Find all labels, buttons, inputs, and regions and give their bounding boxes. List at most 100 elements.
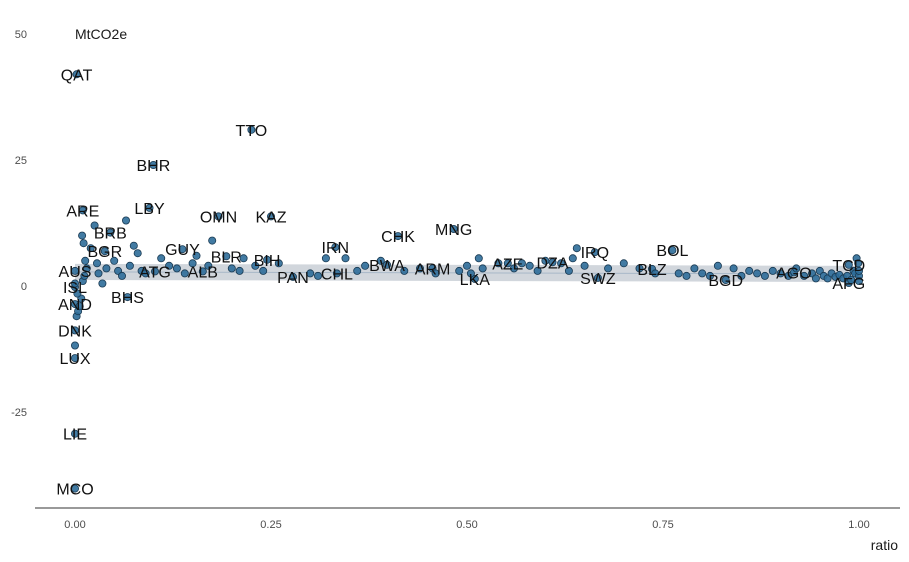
x-tick-label: 1.00 xyxy=(848,519,869,531)
data-point xyxy=(619,259,628,268)
data-point xyxy=(145,203,154,212)
data-point xyxy=(470,274,479,283)
points-layer xyxy=(71,70,864,493)
point-label: ALB xyxy=(188,264,218,281)
point-label: AUS xyxy=(59,264,92,281)
point-label: SWZ xyxy=(580,271,616,288)
x-tick-label: 0.50 xyxy=(456,519,477,531)
point-label: BGD xyxy=(708,273,743,290)
point-label: BWA xyxy=(369,258,405,275)
point-label: MCO xyxy=(56,482,93,499)
data-point xyxy=(110,256,119,265)
data-point xyxy=(78,231,87,240)
data-point xyxy=(800,271,809,280)
point-label: IRN xyxy=(322,240,350,257)
data-point xyxy=(133,249,142,258)
point-label: CHL xyxy=(321,266,353,283)
point-label: KAZ xyxy=(255,209,286,226)
y-tick-label: 50 xyxy=(15,29,27,41)
data-point xyxy=(306,269,315,278)
data-point xyxy=(564,266,573,275)
data-point xyxy=(129,241,138,250)
data-point xyxy=(690,264,699,273)
data-point xyxy=(590,248,599,257)
data-point xyxy=(259,266,268,275)
point-label: ISL xyxy=(63,280,87,297)
data-point xyxy=(572,244,581,253)
data-point xyxy=(235,266,244,275)
data-point xyxy=(157,254,166,263)
data-point xyxy=(198,267,207,276)
data-point xyxy=(71,326,80,335)
y-axis-title: MtCO2e xyxy=(75,26,127,42)
data-point xyxy=(341,254,350,263)
y-tick-labels: 50 25 0 -25 xyxy=(11,29,27,419)
data-point xyxy=(90,221,99,230)
data-point xyxy=(393,232,402,241)
data-point xyxy=(811,274,820,283)
point-label: BLR xyxy=(211,249,242,266)
point-label: TCD xyxy=(832,258,865,275)
data-point xyxy=(122,216,131,225)
data-point xyxy=(180,269,189,278)
data-point xyxy=(71,429,80,438)
data-point xyxy=(466,269,475,278)
data-point xyxy=(400,266,409,275)
data-point xyxy=(79,239,88,248)
point-label: ARM xyxy=(415,261,451,278)
data-point xyxy=(651,269,660,278)
data-point xyxy=(86,244,95,253)
point-label: AFG xyxy=(832,276,865,293)
point-label: MNG xyxy=(435,222,472,239)
data-point xyxy=(698,269,707,278)
point-label: BOL xyxy=(656,243,688,260)
data-point xyxy=(753,269,762,278)
x-tick-label: 0.25 xyxy=(260,519,281,531)
data-point xyxy=(78,206,87,215)
data-point xyxy=(776,269,785,278)
data-point xyxy=(455,266,464,275)
data-point xyxy=(353,266,362,275)
data-point xyxy=(541,256,550,265)
data-point xyxy=(509,264,518,273)
data-point xyxy=(760,271,769,280)
data-point xyxy=(72,70,81,79)
data-point xyxy=(557,259,566,268)
data-point xyxy=(98,279,107,288)
data-point xyxy=(580,261,589,270)
data-point xyxy=(792,264,801,273)
data-point xyxy=(80,271,89,280)
data-point xyxy=(331,243,340,252)
y-tick-label: 25 xyxy=(15,155,27,167)
data-point xyxy=(784,271,793,280)
data-point xyxy=(172,264,181,273)
x-axis-title: ratio xyxy=(871,537,898,553)
point-label: AGO xyxy=(776,265,812,282)
data-point xyxy=(431,269,440,278)
point-label: DZA xyxy=(537,255,569,272)
data-point xyxy=(71,266,80,275)
data-point xyxy=(188,259,197,268)
data-point xyxy=(208,236,217,245)
data-point xyxy=(150,267,159,276)
data-point xyxy=(844,260,853,269)
data-point xyxy=(593,273,602,282)
x-tick-label: 0.75 xyxy=(652,519,673,531)
data-point xyxy=(668,246,677,255)
point-label: ATG xyxy=(139,264,171,281)
point-label: GUY xyxy=(165,242,200,259)
data-point xyxy=(449,224,458,233)
data-point xyxy=(768,266,777,275)
point-label: LUX xyxy=(59,351,90,368)
data-point xyxy=(227,264,236,273)
y-tick-label: 0 xyxy=(21,281,27,293)
data-point xyxy=(525,261,534,270)
data-point xyxy=(73,289,82,298)
data-point xyxy=(382,260,391,269)
data-point xyxy=(204,261,213,270)
point-label: BGR xyxy=(87,244,122,261)
point-label: ARE xyxy=(66,203,99,220)
data-point xyxy=(274,259,283,268)
data-point xyxy=(123,293,132,302)
point-label: DNK xyxy=(58,323,92,340)
